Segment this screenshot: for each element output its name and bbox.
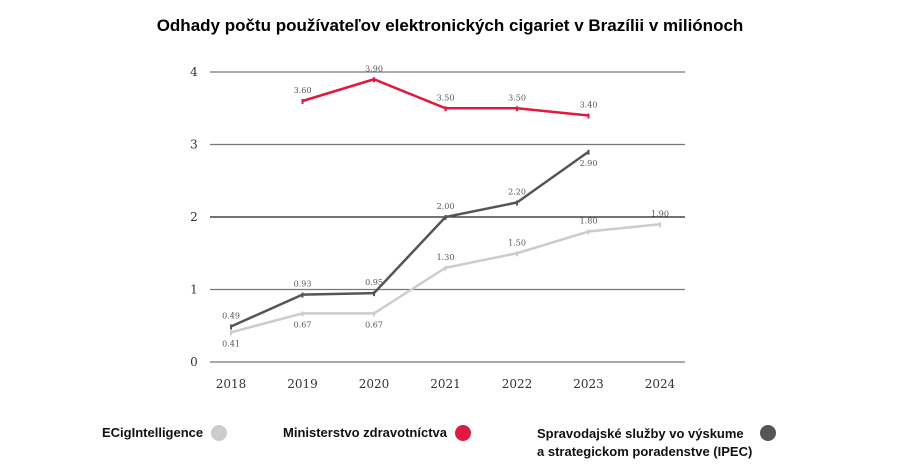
legend-label: Spravodajské služby vo výskume a strategi…	[537, 426, 753, 459]
data-label: 3.60	[294, 86, 312, 95]
data-label: 2.20	[508, 188, 526, 197]
data-label: 0.67	[294, 320, 312, 329]
x-tick-label: 2023	[573, 377, 604, 391]
data-label: 3.50	[437, 93, 455, 102]
data-label: 0.95	[365, 278, 383, 287]
y-tick-label: 2	[190, 210, 198, 224]
x-tick-label: 2019	[287, 377, 318, 391]
data-label: 3.50	[508, 93, 526, 102]
data-label: 1.30	[437, 253, 455, 262]
y-tick-label: 1	[190, 283, 198, 297]
legend-label: ECigIntelligence	[102, 425, 204, 440]
data-label: 1.80	[580, 217, 598, 226]
y-tick-label: 4	[190, 65, 198, 79]
data-label: 0.93	[294, 280, 312, 289]
y-tick-label: 0	[190, 355, 198, 369]
legend-item-ipec: Spravodajské služby vo výskume a strategi…	[537, 425, 777, 461]
legend-swatch	[455, 425, 471, 441]
x-tick-label: 2021	[430, 377, 461, 391]
x-tick-label: 2020	[359, 377, 390, 391]
legend-swatch	[211, 425, 228, 441]
chart-title: Odhady počtu používateľov elektronických…	[156, 16, 744, 35]
series-line	[230, 150, 590, 328]
legend-label: Ministerstvo zdravotníctva	[283, 425, 447, 440]
x-tick-label: 2024	[645, 377, 676, 391]
data-label: 3.90	[365, 64, 383, 73]
data-label: 1.90	[651, 209, 669, 218]
data-label: 0.67	[365, 320, 383, 329]
legend-item-ministerstvo: Ministerstvo zdravotníctva	[283, 425, 471, 441]
data-label: 2.90	[580, 159, 598, 168]
data-label: 1.50	[508, 238, 526, 247]
data-label: 0.49	[222, 311, 240, 320]
y-tick-label: 3	[190, 138, 198, 152]
data-label: 2.00	[437, 202, 455, 211]
data-label: 3.40	[580, 101, 598, 110]
data-label: 0.41	[222, 339, 240, 348]
legend-item-ecigintelligence: ECigIntelligence	[102, 425, 228, 441]
x-tick-label: 2018	[216, 377, 247, 391]
x-tick-label: 2022	[502, 377, 533, 391]
legend-swatch	[760, 425, 777, 441]
series-line	[230, 223, 661, 334]
